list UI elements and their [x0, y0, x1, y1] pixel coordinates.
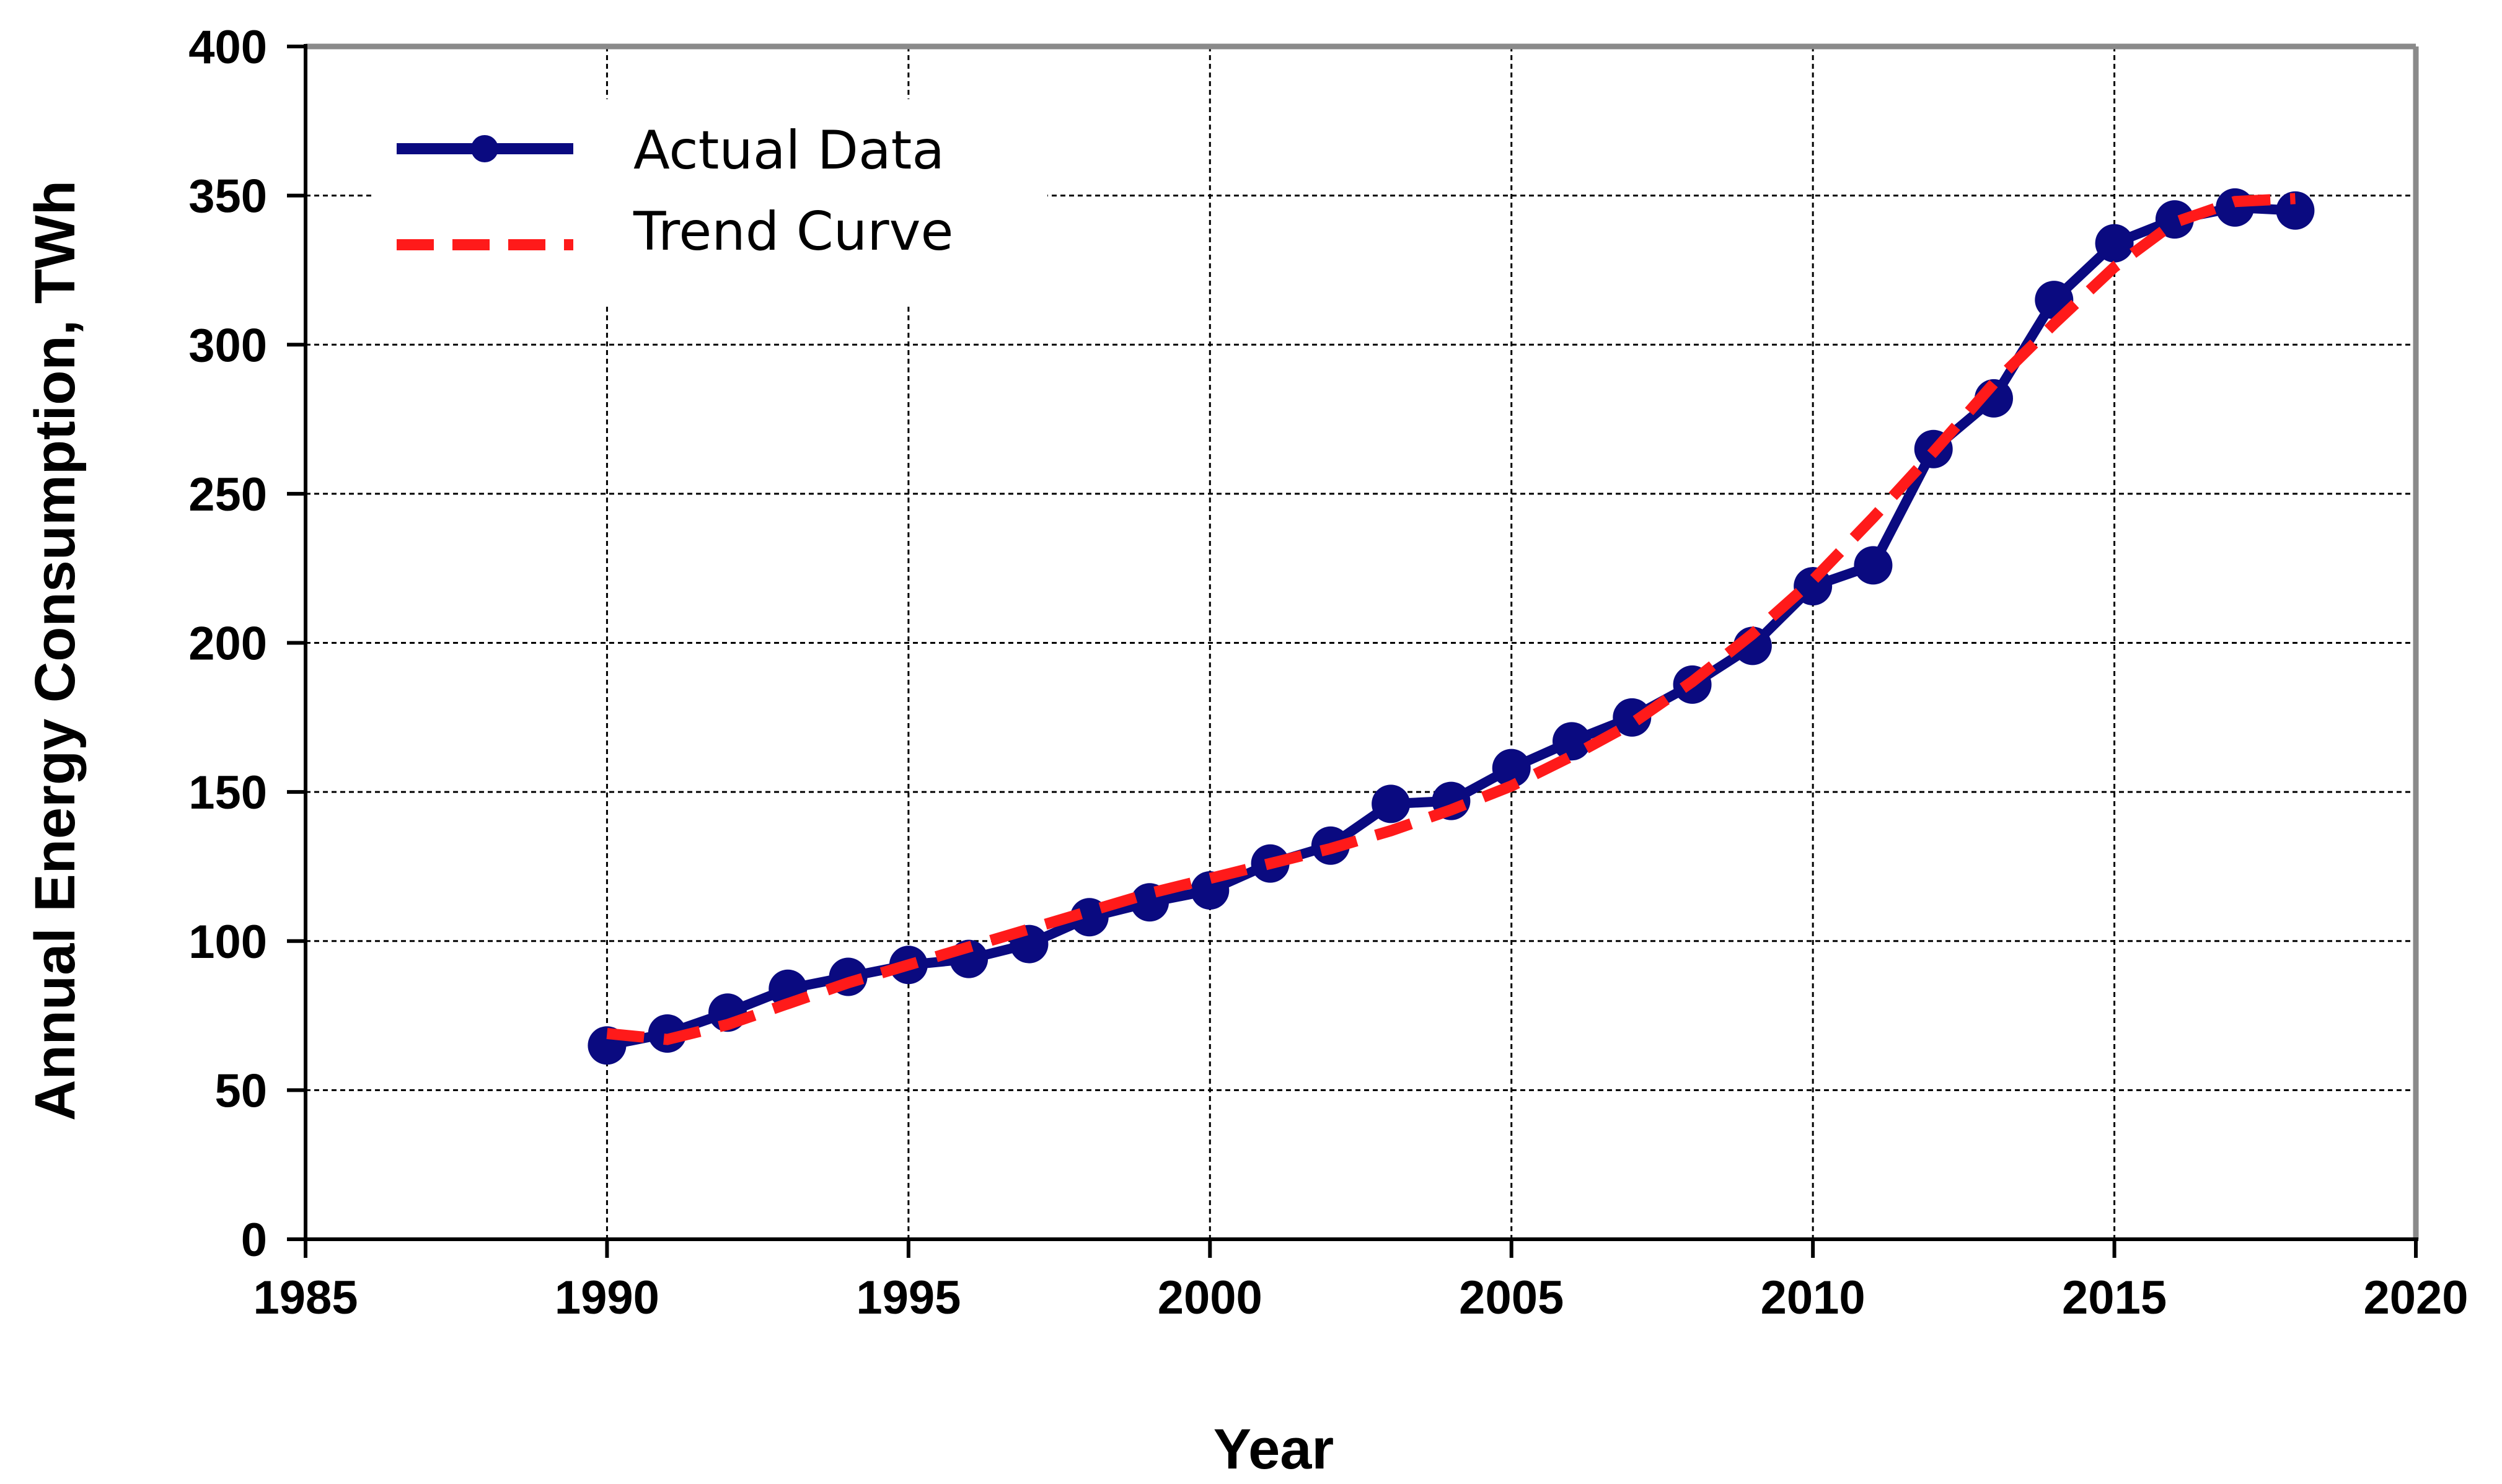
- actual-data-point: [2095, 224, 2134, 263]
- plot-border: [306, 43, 2419, 1239]
- y-tick-label: 400: [188, 21, 267, 74]
- actual-data-point: [648, 1014, 687, 1053]
- x-tick-label: 2015: [2062, 1271, 2167, 1324]
- x-tick-label: 1995: [856, 1271, 961, 1324]
- legend-actual-label: Actual Data: [633, 120, 945, 182]
- actual-data-point: [1854, 546, 1893, 585]
- x-tick-label: 1985: [253, 1271, 358, 1324]
- actual-data-point: [2216, 188, 2255, 227]
- x-tick-label: 2020: [2363, 1271, 2468, 1324]
- y-tick-label: 50: [214, 1065, 267, 1117]
- y-tick-label: 0: [241, 1214, 267, 1267]
- actual-data-point: [1492, 749, 1531, 788]
- legend: Actual Data Trend Curve: [372, 99, 1047, 304]
- actual-data-point: [1372, 784, 1411, 823]
- y-tick-label: 100: [188, 916, 267, 968]
- x-tick-label: 1990: [555, 1271, 659, 1324]
- y-tick-label: 350: [188, 170, 267, 223]
- y-tick-label: 150: [188, 766, 267, 819]
- actual-data-point: [2155, 200, 2194, 239]
- y-tick-label: 200: [188, 618, 267, 670]
- actual-data-point: [1553, 722, 1591, 761]
- series-layer: [588, 188, 2315, 1065]
- ticks: 0 50 100 150 200 250 300 350 400 1985 1990 1995 2000…: [188, 21, 2468, 1324]
- x-tick-label: 2010: [1761, 1271, 1865, 1324]
- legend-box: [372, 99, 1047, 304]
- y-tick-label: 250: [188, 468, 267, 521]
- y-axis-title: Annual Energy Consumption, TWh: [24, 180, 87, 1121]
- legend-trend-label: Trend Curve: [633, 201, 953, 263]
- actual-data-point: [1613, 698, 1652, 737]
- x-tick-label: 2005: [1459, 1271, 1564, 1324]
- trend-curve-line: [606, 193, 2296, 1045]
- y-tick-label: 300: [188, 319, 267, 372]
- legend-actual-marker: [471, 135, 498, 162]
- x-axis-title: Year: [1214, 1418, 1334, 1481]
- actual-data-point: [1070, 898, 1109, 937]
- actual-data-point: [2276, 191, 2315, 230]
- x-tick-label: 2000: [1158, 1271, 1262, 1324]
